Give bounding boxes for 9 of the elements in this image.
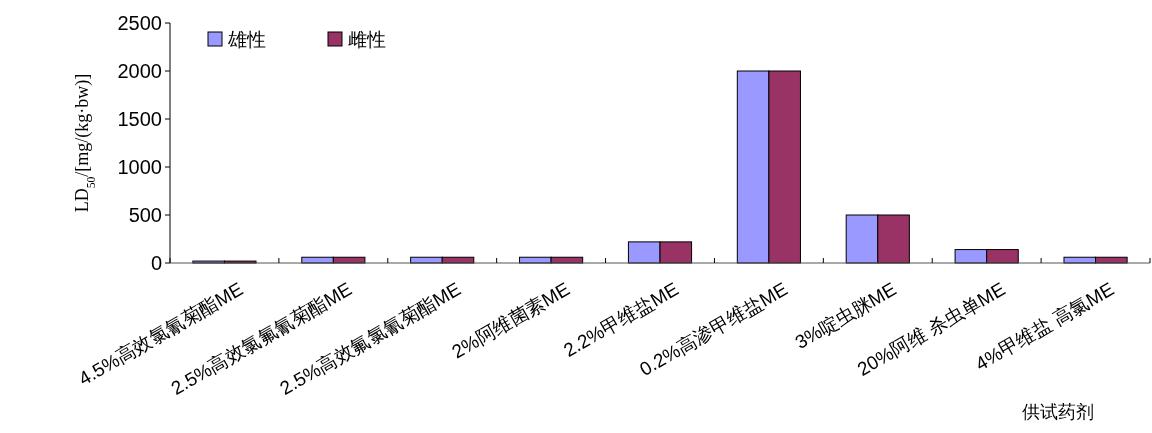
y-tick-label: 2000: [117, 60, 162, 82]
legend-label: 雌性: [348, 28, 386, 50]
y-tick-label: 1500: [117, 108, 162, 130]
x-axis-title: 供试药剂: [1022, 402, 1094, 422]
y-tick-label: 500: [128, 204, 162, 226]
y-tick-label: 1000: [117, 156, 162, 178]
legend-label: 雄性: [227, 28, 266, 50]
y-tick-label: 2500: [117, 12, 162, 34]
y-tick-label: 0: [150, 252, 162, 274]
